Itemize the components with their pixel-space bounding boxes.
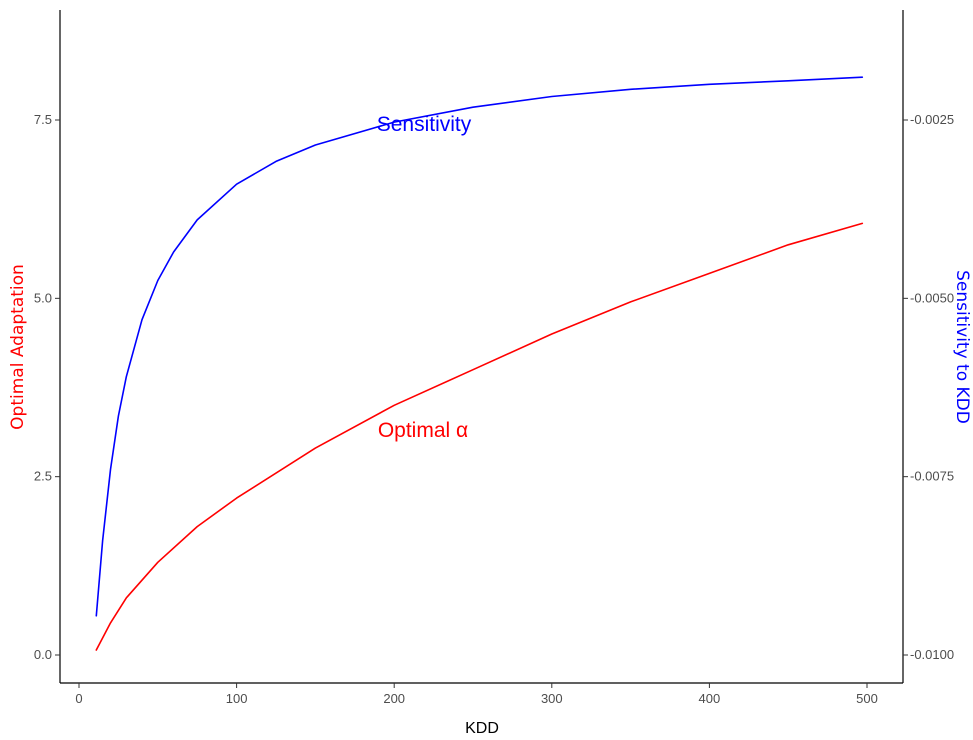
right-y-tick-label: -0.0100 [910,647,954,662]
series [95,76,864,651]
right-y-tick-label: -0.0050 [910,290,954,305]
left-y-tick-label: 5.0 [34,290,52,305]
left-y-axis-title: Optimal Adaptation [8,264,28,430]
x-tick-label: 0 [75,691,82,706]
x-tick-label: 500 [856,691,878,706]
left-y-tick-label: 2.5 [34,469,52,484]
x-tick-label: 300 [541,691,563,706]
axes [59,10,904,684]
sensitivity-line [95,76,864,617]
x-tick-label: 200 [383,691,405,706]
right-y-tick-label: -0.0025 [910,112,954,127]
right-y-tick-label: -0.0075 [910,469,954,484]
x-tick-label: 400 [699,691,721,706]
left-y-tick-label: 7.5 [34,112,52,127]
sensitivity-annotation: Sensitivity [377,113,472,136]
x-tick-label: 100 [226,691,248,706]
right-y-axis-title: Sensitivity to KDD [952,270,972,424]
optimal-alpha-annotation: Optimal α [378,419,468,442]
x-axis-title: KDD [465,720,499,737]
left-y-tick-label: 0.0 [34,647,52,662]
ticks: 0 100 200 300 400 500 0.0 2.5 5.0 7.5 -0.0100 -0.00… [34,112,954,706]
optimal-alpha-line [95,222,864,651]
